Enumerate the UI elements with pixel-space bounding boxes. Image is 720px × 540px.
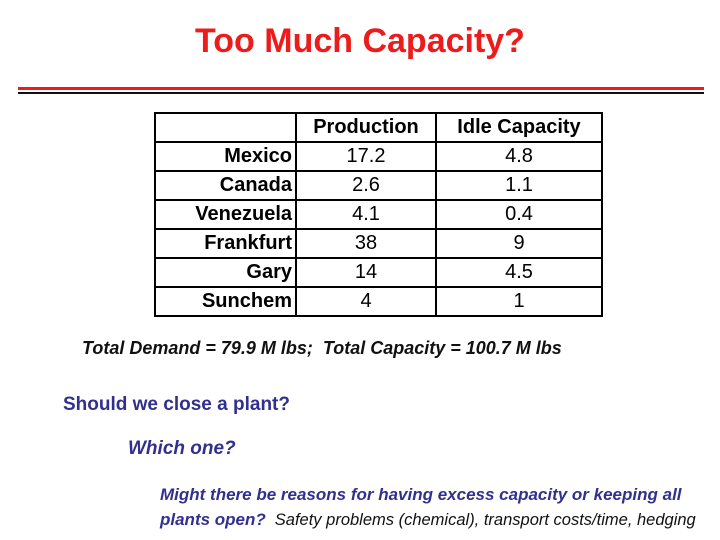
table-header-row: Production Idle Capacity — [154, 112, 603, 143]
row-label: Venezuela — [154, 199, 297, 230]
totals-summary: Total Demand = 79.9 M lbs; Total Capacit… — [82, 338, 562, 358]
table-row: Canada 2.6 1.1 — [154, 170, 603, 201]
excess-capacity-answer: Safety problems (chemical), transport co… — [274, 511, 696, 529]
table-row: Frankfurt 38 9 — [154, 228, 603, 259]
page-title: Too Much Capacity? — [195, 22, 525, 60]
row-label: Canada — [154, 170, 297, 201]
production-value: 17.2 — [295, 141, 437, 172]
idle-capacity-value: 4.5 — [435, 257, 603, 288]
production-value: 4.1 — [295, 199, 437, 230]
row-label: Gary — [154, 257, 297, 288]
question-excess-capacity: Might there be reasons for having excess… — [160, 482, 720, 533]
question-excess-capacity-line2: plants open? — [160, 510, 266, 529]
production-value: 38 — [295, 228, 437, 259]
production-value: 2.6 — [295, 170, 437, 201]
title-divider-black — [18, 92, 704, 94]
production-value: 4 — [295, 286, 437, 317]
idle-capacity-value: 1 — [435, 286, 603, 317]
table-row: Venezuela 4.1 0.4 — [154, 199, 603, 230]
column-header-production: Production — [295, 112, 437, 143]
idle-capacity-value: 1.1 — [435, 170, 603, 201]
question-which-one: Which one? — [128, 438, 236, 459]
column-header-idle-capacity: Idle Capacity — [435, 112, 603, 143]
idle-capacity-value: 0.4 — [435, 199, 603, 230]
row-label: Frankfurt — [154, 228, 297, 259]
row-label: Mexico — [154, 141, 297, 172]
table-row: Sunchem 4 1 — [154, 286, 603, 317]
production-value: 14 — [295, 257, 437, 288]
column-header-blank — [154, 112, 297, 143]
idle-capacity-value: 9 — [435, 228, 603, 259]
row-label: Sunchem — [154, 286, 297, 317]
table-row: Gary 14 4.5 — [154, 257, 603, 288]
question-excess-capacity-line1: Might there be reasons for having excess… — [160, 485, 682, 504]
capacity-table: Production Idle Capacity Mexico 17.2 4.8… — [154, 112, 603, 317]
question-close-plant: Should we close a plant? — [63, 394, 290, 415]
idle-capacity-value: 4.8 — [435, 141, 603, 172]
table-row: Mexico 17.2 4.8 — [154, 141, 603, 172]
title-divider-red — [18, 87, 704, 90]
